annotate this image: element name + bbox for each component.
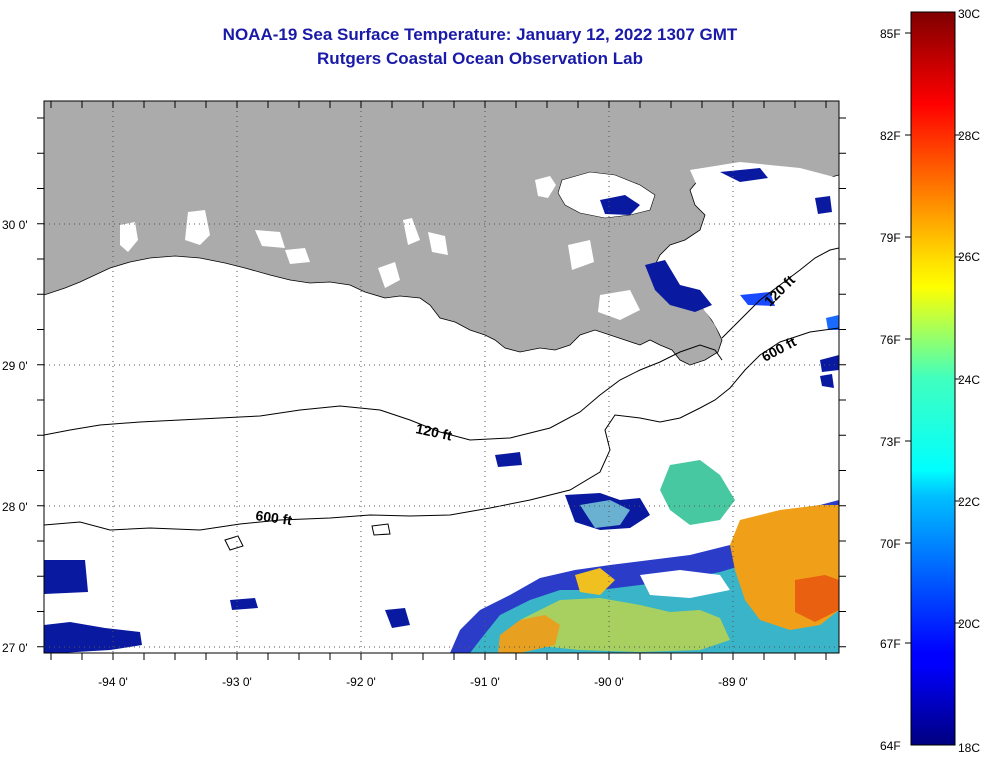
sst-field-warm: [498, 615, 560, 653]
cbar-f-64: 64F: [880, 739, 901, 753]
cloud-patch: [120, 222, 138, 252]
lat-label-28: 28 0': [2, 500, 28, 514]
lon-label-89: -89 0': [718, 675, 748, 689]
lat-label-27: 27 0': [2, 641, 28, 655]
contour-120ft-shelf: [44, 344, 723, 441]
cbar-f-73: 73F: [880, 435, 901, 449]
cbar-f-70: 70F: [880, 537, 901, 551]
cloud-patch: [428, 232, 448, 255]
cloud-patch: [568, 240, 594, 270]
sst-patch-cold: [495, 452, 522, 467]
cloud-patch: [598, 290, 640, 320]
cbar-f-82: 82F: [880, 129, 901, 143]
cloud-patch: [185, 210, 210, 245]
cloud-patch: [285, 248, 310, 264]
colorbar-fahrenheit-labels: 85F 82F 79F 76F 73F 70F 67F 64F: [880, 27, 901, 753]
map-subtitle: Rutgers Coastal Ocean Observation Lab: [317, 49, 643, 68]
contour-600ft-shelf: [44, 327, 839, 531]
cbar-c-18: 18C: [958, 741, 980, 755]
contour-label-120ft: 120 ft: [414, 420, 453, 443]
sst-patch-cold: [720, 168, 768, 182]
cbar-c-22: 22C: [958, 495, 980, 509]
sst-patch: [826, 315, 839, 330]
cbar-c-20: 20C: [958, 617, 980, 631]
lon-label-91: -91 0': [470, 675, 500, 689]
sst-patch-cold-west: [44, 622, 142, 653]
sst-patch-cold: [820, 355, 839, 372]
graticule: [44, 101, 839, 653]
map-title: NOAA-19 Sea Surface Temperature: January…: [222, 25, 738, 44]
cloud-patch-delta: [680, 162, 838, 338]
sst-patch-cold: [385, 608, 410, 628]
cloud-patch: [378, 262, 400, 288]
sst-field-teal: [660, 460, 735, 525]
sst-patch-cold: [815, 196, 832, 214]
contour-closed: [224, 535, 244, 551]
sst-field-hot: [795, 575, 839, 622]
cbar-f-67: 67F: [880, 637, 901, 651]
sst-patch-cold: [645, 260, 712, 312]
cbar-c-30: 30C: [958, 7, 980, 21]
cbar-f-85: 85F: [880, 27, 901, 41]
colorbar-celsius-labels: 30C 28C 26C 24C 22C 20C 18C: [958, 7, 980, 755]
contour-120ft-east: [721, 247, 839, 339]
lat-label-29: 29 0': [2, 359, 28, 373]
axis-ticks: [37, 101, 846, 660]
colorbar: [910, 11, 956, 746]
contour-closed: [371, 523, 391, 536]
sst-patch-cold: [600, 195, 640, 215]
cloud-patch: [255, 230, 285, 248]
lon-label-92: -92 0': [346, 675, 376, 689]
cbar-c-26: 26C: [958, 250, 980, 264]
contour-label-600ft: 600 ft: [255, 507, 294, 528]
cbar-f-76: 76F: [880, 333, 901, 347]
land-mass: [44, 101, 839, 366]
lon-label-93: -93 0': [222, 675, 252, 689]
cloud-patch: [535, 176, 556, 198]
sst-patch-cold: [820, 374, 834, 388]
lon-label-90: -90 0': [594, 675, 624, 689]
lat-label-30: 30 0': [2, 218, 28, 232]
colorbar-ticks: [905, 32, 961, 644]
sst-field-teal: [580, 500, 630, 528]
sst-field-green: [520, 598, 730, 652]
sst-field-warm: [575, 568, 615, 595]
cloud-patch: [403, 218, 420, 245]
sst-patch-cold-west: [44, 560, 88, 594]
cbar-c-28: 28C: [958, 129, 980, 143]
sst-patch-cold: [230, 598, 258, 610]
cbar-c-24: 24C: [958, 373, 980, 387]
cloud-patch-offshore: [640, 570, 730, 598]
lon-label-94: -94 0': [98, 675, 128, 689]
map-border: [43, 100, 840, 654]
cbar-f-79: 79F: [880, 231, 901, 245]
